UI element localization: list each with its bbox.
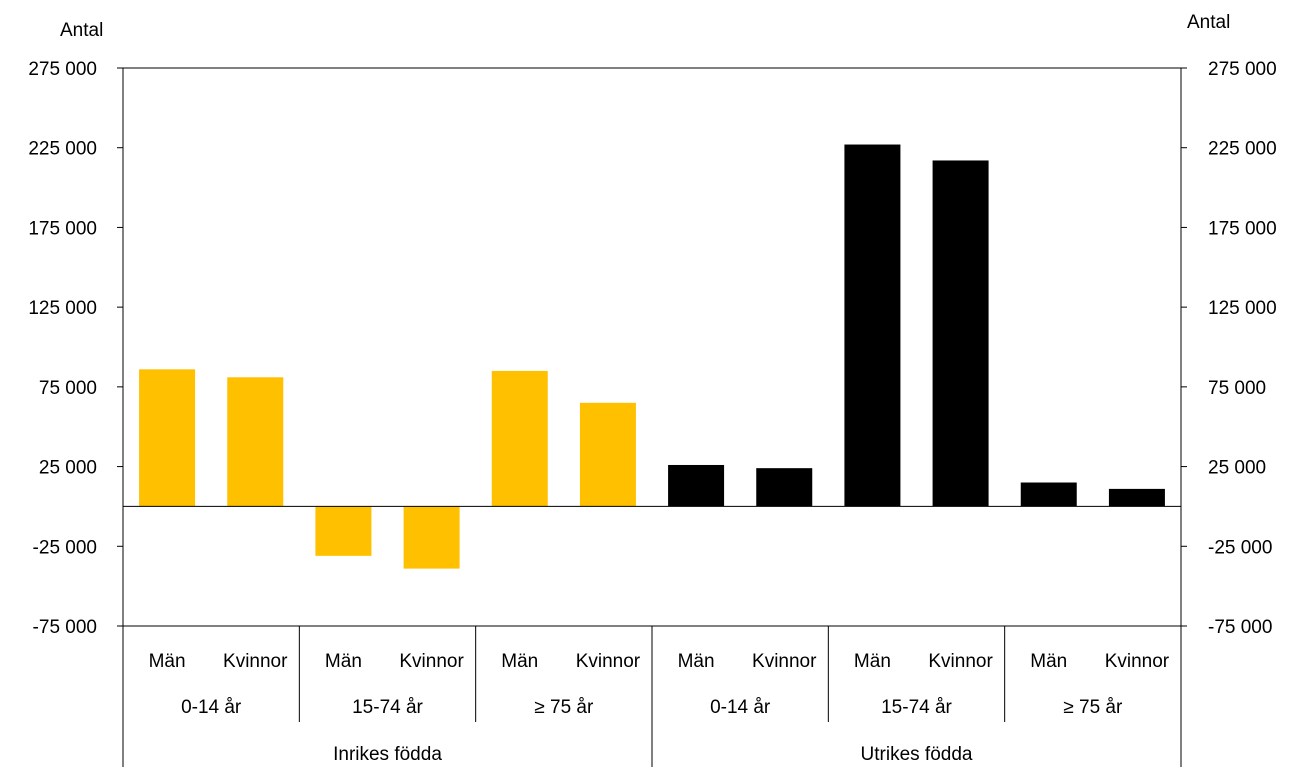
- plot-frame: [122, 67, 1182, 627]
- right-axis: 275 000 225 000 175 000 125 000 75 000 25 000…: [1181, 59, 1277, 638]
- right-tick-label: 175 000: [1208, 218, 1277, 239]
- bar: [227, 377, 284, 507]
- category-label: Kvinnor: [576, 651, 641, 672]
- age-group-labels: 0-14 år 15-74 år ≥ 75 år 0-14 år 15-74 år ≥ 7…: [181, 697, 1123, 718]
- bar: [844, 144, 901, 507]
- bars: [139, 144, 1165, 569]
- left-axis-title: Antal: [60, 20, 103, 41]
- left-tick-label: 125 000: [28, 298, 97, 319]
- bar: [668, 464, 725, 507]
- right-tick-label: 275 000: [1208, 59, 1277, 80]
- left-tick-label: 25 000: [39, 458, 97, 479]
- origin-group-labels: Inrikes födda Utrikes födda: [333, 744, 973, 765]
- category-label: Män: [678, 651, 715, 672]
- bar: [315, 506, 372, 556]
- origin-group-label: Inrikes födda: [333, 744, 442, 765]
- bar: [403, 506, 460, 569]
- left-axis: 275 000 225 000 175 000 125 000 75 000 25 000…: [28, 59, 123, 638]
- category-label: Kvinnor: [1105, 651, 1170, 672]
- left-tick-label: 75 000: [39, 378, 97, 399]
- left-tick-label: 275 000: [28, 59, 97, 80]
- bar: [1020, 482, 1077, 507]
- right-tick-label: 125 000: [1208, 298, 1277, 319]
- age-group-label: 15-74 år: [352, 697, 423, 718]
- left-tick-label: -75 000: [33, 617, 97, 638]
- age-group-label: 0-14 år: [710, 697, 771, 718]
- category-label: Män: [501, 651, 538, 672]
- category-label: Kvinnor: [752, 651, 817, 672]
- origin-group-label: Utrikes födda: [861, 744, 973, 765]
- right-axis-title: Antal: [1187, 12, 1230, 33]
- right-tick-label: 225 000: [1208, 139, 1277, 160]
- bar: [491, 370, 548, 507]
- category-label: Kvinnor: [928, 651, 993, 672]
- left-tick-label: 175 000: [28, 218, 97, 239]
- left-tick-label: -25 000: [33, 537, 97, 558]
- age-group-label: ≥ 75 år: [1063, 697, 1123, 718]
- bar: [579, 402, 636, 507]
- right-tick-label: -25 000: [1208, 537, 1272, 558]
- category-labels: Män Kvinnor Män Kvinnor Män Kvinnor Män Kvinnor…: [149, 651, 1170, 672]
- group-separators: [122, 626, 1182, 767]
- category-label: Kvinnor: [223, 651, 288, 672]
- left-tick-label: 225 000: [28, 139, 97, 160]
- category-label: Män: [1030, 651, 1067, 672]
- bar: [756, 468, 813, 507]
- category-label: Män: [325, 651, 362, 672]
- age-group-label: 15-74 år: [881, 697, 952, 718]
- bar: [1108, 488, 1165, 507]
- right-tick-label: 75 000: [1208, 378, 1266, 399]
- age-group-label: ≥ 75 år: [534, 697, 594, 718]
- bar: [139, 369, 196, 507]
- right-tick-label: 25 000: [1208, 458, 1266, 479]
- right-tick-label: -75 000: [1208, 617, 1272, 638]
- category-label: Män: [854, 651, 891, 672]
- category-label: Kvinnor: [399, 651, 464, 672]
- category-label: Män: [149, 651, 186, 672]
- bar: [932, 160, 989, 507]
- age-group-label: 0-14 år: [181, 697, 242, 718]
